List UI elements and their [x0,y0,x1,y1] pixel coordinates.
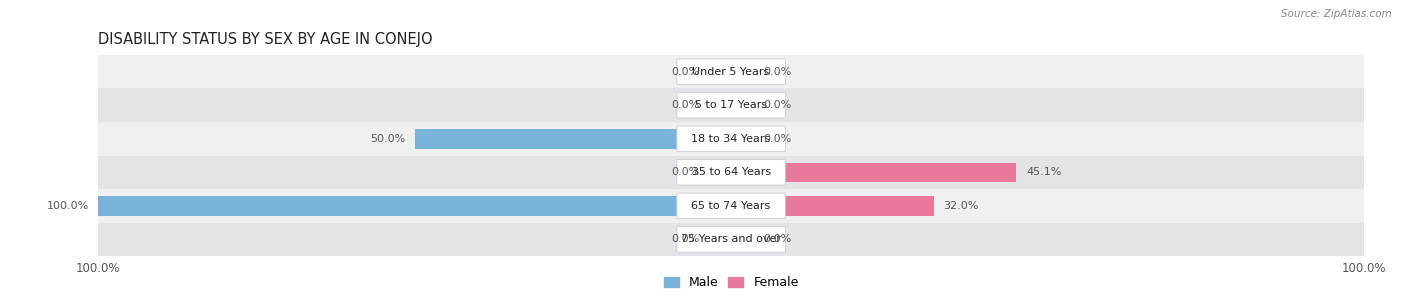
FancyBboxPatch shape [676,126,786,152]
Text: 0.0%: 0.0% [671,100,699,110]
Text: 18 to 34 Years: 18 to 34 Years [692,134,770,144]
Text: 0.0%: 0.0% [762,235,792,244]
Text: DISABILITY STATUS BY SEX BY AGE IN CONEJO: DISABILITY STATUS BY SEX BY AGE IN CONEJ… [98,32,433,47]
Text: 0.0%: 0.0% [762,100,792,110]
Text: 50.0%: 50.0% [370,134,405,144]
Bar [731,129,754,149]
Text: 35 to 64 Years: 35 to 64 Years [692,167,770,177]
Text: 65 to 74 Years: 65 to 74 Years [692,201,770,211]
Text: 75 Years and over: 75 Years and over [681,235,782,244]
Bar [415,129,731,149]
Bar [98,88,1364,122]
Text: 0.0%: 0.0% [762,67,792,77]
Text: 45.1%: 45.1% [1026,167,1062,177]
FancyBboxPatch shape [676,160,786,185]
Bar [731,62,754,81]
Bar [98,122,1364,156]
Bar [731,95,754,115]
Bar [731,196,934,216]
Bar [98,196,731,216]
Bar [709,163,731,182]
Text: 0.0%: 0.0% [671,167,699,177]
Text: Source: ZipAtlas.com: Source: ZipAtlas.com [1281,9,1392,19]
Bar [98,55,1364,88]
Bar [98,189,1364,223]
Text: 0.0%: 0.0% [762,134,792,144]
Bar [709,230,731,249]
Text: 0.0%: 0.0% [671,67,699,77]
FancyBboxPatch shape [676,193,786,219]
Bar [98,223,1364,256]
Text: 100.0%: 100.0% [46,201,89,211]
Text: 0.0%: 0.0% [671,235,699,244]
Legend: Male, Female: Male, Female [658,271,804,294]
FancyBboxPatch shape [676,59,786,84]
Bar [709,62,731,81]
Bar [98,156,1364,189]
Text: 32.0%: 32.0% [943,201,979,211]
Text: 5 to 17 Years: 5 to 17 Years [695,100,768,110]
FancyBboxPatch shape [676,92,786,118]
FancyBboxPatch shape [676,227,786,252]
Bar [731,230,754,249]
Text: Under 5 Years: Under 5 Years [693,67,769,77]
Bar [709,95,731,115]
Bar [731,163,1017,182]
